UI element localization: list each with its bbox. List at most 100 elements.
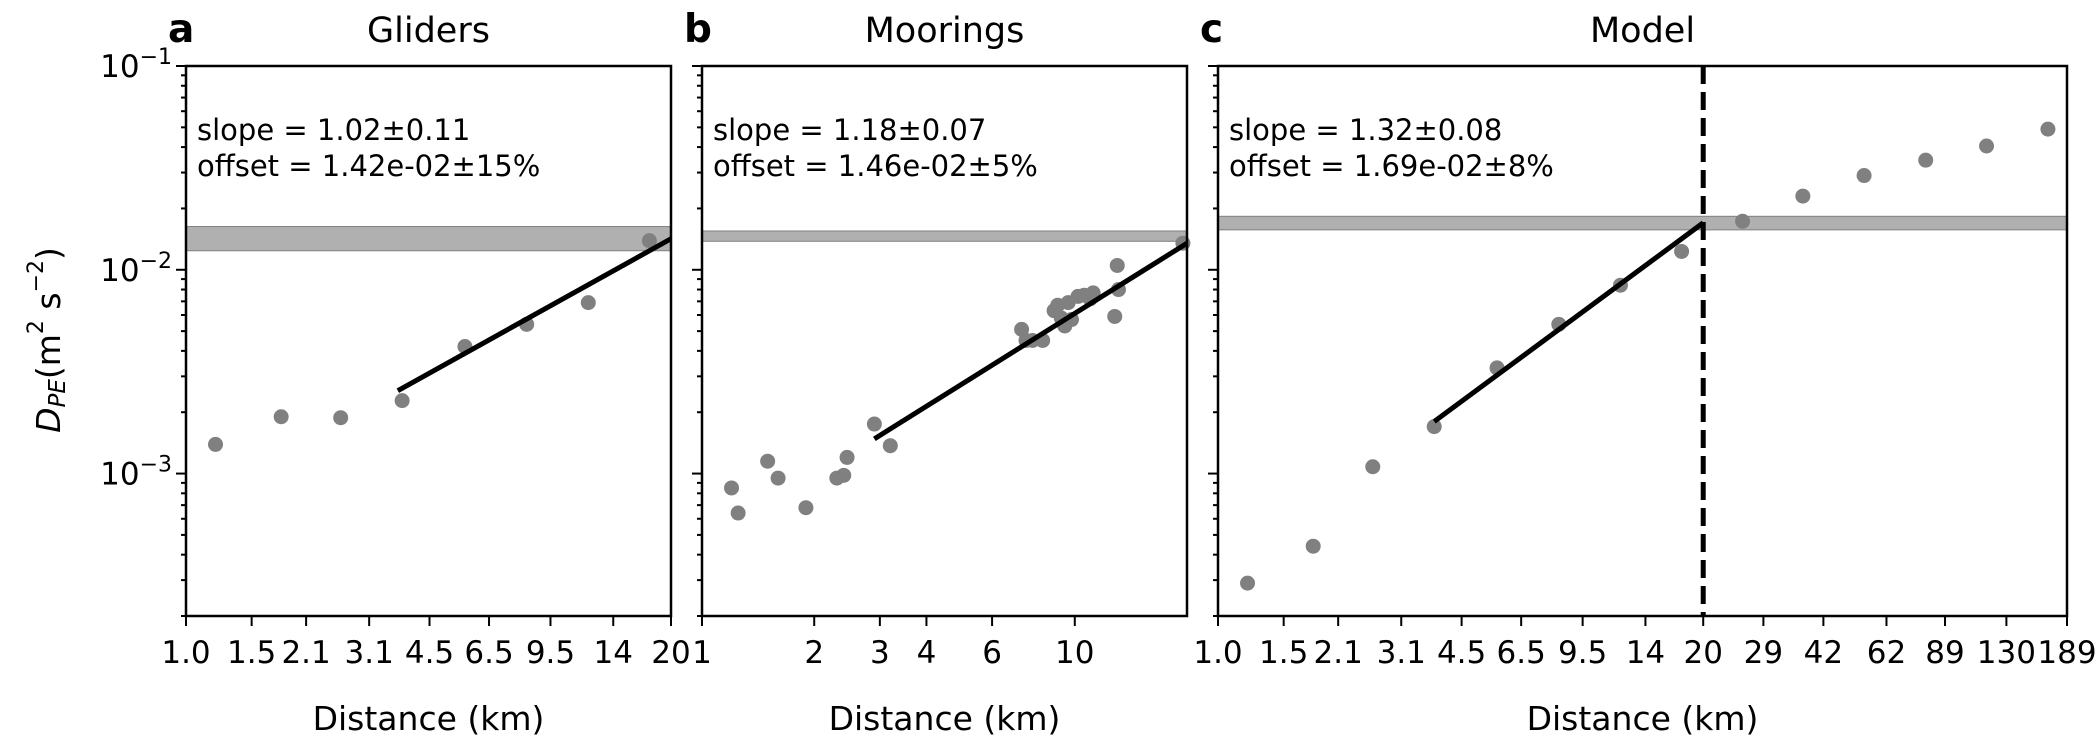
y-tick-base: 10 bbox=[100, 253, 139, 289]
offset-annotation: offset = 1.42e-02±15% bbox=[197, 149, 540, 183]
ylabel-sub: PE bbox=[45, 379, 71, 408]
data-point bbox=[1674, 243, 1690, 259]
offset-annotation: offset = 1.46e-02±5% bbox=[713, 149, 1038, 183]
slope-annotation: slope = 1.18±0.07 bbox=[713, 113, 986, 147]
ylabel-sup2: −2 bbox=[24, 260, 49, 292]
x-tick-label: 10 bbox=[1055, 635, 1094, 671]
x-tick-label: 14 bbox=[594, 635, 633, 671]
axes-frame bbox=[1216, 64, 2069, 618]
panel-model: c Model slope = 1.32±0.08 offset = 1.69e… bbox=[1193, 7, 2096, 738]
data-point bbox=[1305, 538, 1321, 554]
data-point bbox=[839, 449, 855, 465]
ylabel-s: s bbox=[29, 292, 68, 320]
x-tick-label: 4.5 bbox=[1437, 635, 1486, 671]
y-tick-exp: −2 bbox=[140, 249, 172, 274]
x-tick-label: 89 bbox=[1925, 635, 1964, 671]
x-tick-label: 20 bbox=[1683, 635, 1722, 671]
data-point bbox=[641, 233, 657, 249]
x-tick-label: 9.5 bbox=[526, 635, 575, 671]
data-point bbox=[273, 409, 289, 425]
x-axis-label: Distance (km) bbox=[1527, 699, 1759, 738]
x-tick-label: 1.0 bbox=[161, 635, 210, 671]
data-point bbox=[866, 416, 882, 432]
x-tick-label: 4 bbox=[917, 635, 937, 671]
y-tick-label: 10−2 bbox=[100, 249, 172, 289]
y-tick-exp: −1 bbox=[140, 45, 172, 70]
y-tick-label: 10−3 bbox=[100, 453, 172, 493]
offset-band bbox=[1217, 215, 2068, 231]
x-tick-label: 1.5 bbox=[227, 635, 276, 671]
axes-frame bbox=[700, 64, 1189, 618]
data-point bbox=[1365, 459, 1381, 475]
x-tick-label: 6.5 bbox=[464, 635, 513, 671]
offset-band bbox=[701, 230, 1188, 242]
slope-annotation: slope = 1.32±0.08 bbox=[1229, 113, 1502, 147]
panel-title: Moorings bbox=[865, 11, 1025, 51]
x-tick-label: 62 bbox=[1867, 635, 1906, 671]
ylabel-sup1: 2 bbox=[24, 320, 49, 334]
fit-line bbox=[396, 236, 673, 393]
fit-line bbox=[873, 241, 1189, 441]
data-point bbox=[1918, 152, 1934, 168]
x-tick-label: 6 bbox=[982, 635, 1002, 671]
data-point bbox=[770, 470, 786, 486]
svg-text:DPE(m2 s−2): DPE(m2 s−2) bbox=[24, 247, 71, 433]
x-axis-label: Distance (km) bbox=[313, 699, 545, 738]
x-tick-label: 1.5 bbox=[1259, 635, 1308, 671]
slope-annotation: slope = 1.02±0.11 bbox=[197, 113, 470, 147]
ylabel-close: ) bbox=[29, 247, 68, 260]
data-point bbox=[394, 393, 410, 409]
y-tick-labels: 10−3 10−2 10−1 bbox=[100, 45, 172, 493]
data-point bbox=[1109, 257, 1125, 273]
panel-letter: c bbox=[1200, 7, 1223, 52]
x-tick-label: 9.5 bbox=[1558, 635, 1607, 671]
x-tick-label: 42 bbox=[1804, 635, 1843, 671]
y-tick-label: 10−1 bbox=[100, 45, 172, 85]
data-point bbox=[730, 505, 746, 521]
data-point bbox=[1735, 213, 1751, 229]
panel-letter: b bbox=[684, 7, 712, 52]
x-tick-label: 189 bbox=[2037, 635, 2096, 671]
data-point bbox=[1795, 188, 1811, 204]
x-tick-label: 3 bbox=[870, 635, 890, 671]
x-tick-label: 3.1 bbox=[1377, 635, 1426, 671]
data-point bbox=[333, 410, 349, 426]
data-point bbox=[798, 500, 814, 516]
data-point bbox=[2040, 121, 2056, 137]
fit-line bbox=[1432, 220, 1705, 424]
x-tick-label: 3.1 bbox=[345, 635, 394, 671]
x-tick-label: 1 bbox=[692, 635, 712, 671]
data-point bbox=[760, 453, 776, 469]
data-point bbox=[208, 436, 224, 452]
y-tick-base: 10 bbox=[100, 457, 139, 493]
ylabel-main: D bbox=[29, 408, 68, 433]
data-point bbox=[1240, 575, 1256, 591]
y-axis-label: DPE(m2 s−2) bbox=[24, 247, 71, 433]
x-tick-label: 130 bbox=[1977, 635, 2036, 671]
data-point bbox=[1979, 138, 1995, 154]
x-tick-label: 1.0 bbox=[1193, 635, 1242, 671]
data-point bbox=[724, 480, 740, 496]
x-tick-label: 2.1 bbox=[281, 635, 330, 671]
ylabel-units: (m bbox=[29, 334, 68, 379]
panel-gliders: a Gliders slope = 1.02±0.11 offset = 1.4… bbox=[161, 7, 690, 738]
offset-annotation: offset = 1.69e-02±8% bbox=[1229, 149, 1554, 183]
data-point bbox=[1085, 285, 1101, 301]
x-axis-label: Distance (km) bbox=[829, 699, 1061, 738]
x-tick-label: 6.5 bbox=[1497, 635, 1546, 671]
data-point bbox=[882, 438, 898, 454]
x-tick-label: 29 bbox=[1744, 635, 1783, 671]
panel-title: Gliders bbox=[367, 11, 490, 51]
data-point bbox=[1107, 308, 1123, 324]
x-tick-label: 20 bbox=[651, 635, 690, 671]
panel-letter: a bbox=[168, 7, 194, 52]
data-point bbox=[1856, 168, 1872, 184]
x-tick-label: 2.1 bbox=[1314, 635, 1363, 671]
x-tick-label: 4.5 bbox=[405, 635, 454, 671]
data-point bbox=[1426, 419, 1442, 435]
data-point bbox=[836, 467, 852, 483]
data-point bbox=[580, 295, 596, 311]
panel-moorings: b Moorings slope = 1.18±0.07 offset = 1.… bbox=[684, 7, 1191, 738]
x-tick-label: 2 bbox=[804, 635, 824, 671]
